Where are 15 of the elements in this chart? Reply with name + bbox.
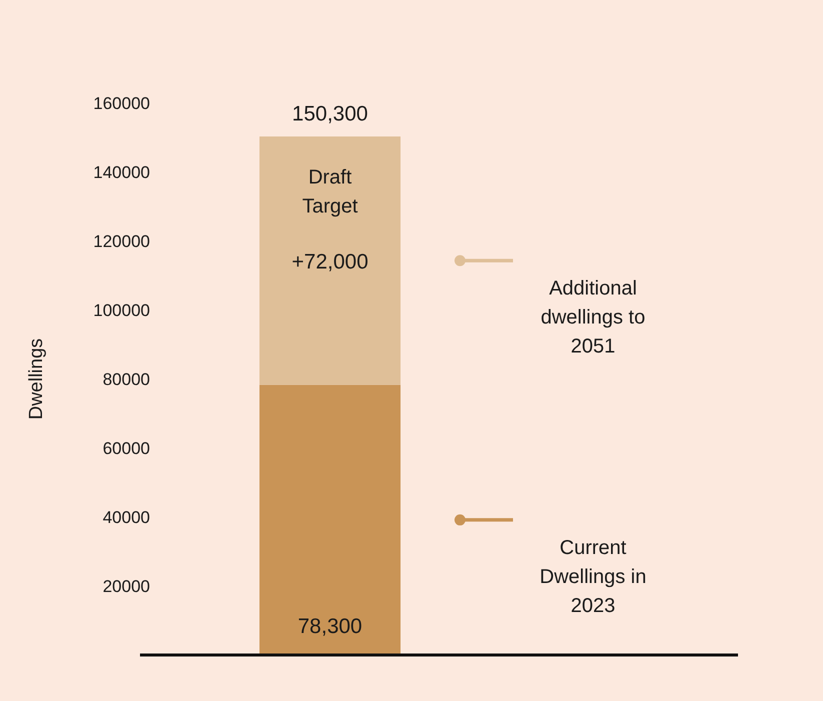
annotation: Draft Target [302,166,358,218]
data-label: 78,300 [298,615,362,638]
y-tick-label: 20000 [102,576,150,596]
y-tick-label: 140000 [93,162,150,182]
y-tick-label: 40000 [102,508,150,527]
y-tick-label: 160000 [93,94,150,113]
y-axis-title: Dwellings [26,338,47,420]
text: Current Dwellings in 2023 [540,536,646,617]
data-label: +72,000 [292,250,368,274]
text: Additional dwellings to 2051 [540,278,646,358]
y-tick-label: 120000 [93,232,150,251]
y-tick-label: 100000 [93,300,150,320]
y-tick-label: 60000 [102,438,150,458]
total-label: 150,300 [292,102,368,126]
y-tick-label: 80000 [102,370,150,389]
